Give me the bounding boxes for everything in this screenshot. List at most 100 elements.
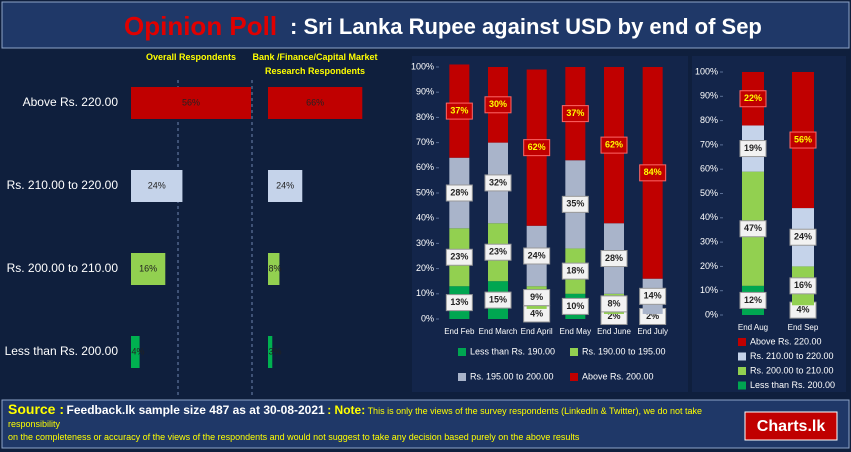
bar bbox=[131, 336, 140, 368]
y-tick-label: 80% bbox=[700, 115, 718, 125]
series-header-box: Overall Respondents bbox=[145, 52, 237, 62]
y-tick-label: 50% bbox=[416, 187, 434, 197]
legend-label: Less than Rs. 200.00 bbox=[750, 380, 835, 390]
header-subtitle: : Sri Lanka Rupee against USD by end of … bbox=[290, 14, 762, 39]
legend-swatch bbox=[458, 348, 466, 356]
source-label: Source : bbox=[8, 403, 65, 417]
value-label: 47% bbox=[744, 223, 762, 233]
value-label: 23% bbox=[450, 252, 468, 262]
x-tick-label: End March bbox=[479, 327, 518, 336]
value-label: 14% bbox=[644, 291, 662, 301]
value-label: 19% bbox=[744, 143, 762, 153]
label-box bbox=[639, 287, 667, 305]
value-label: 37% bbox=[450, 105, 468, 115]
value-label: 24% bbox=[528, 250, 546, 260]
x-tick-label: End July bbox=[637, 327, 668, 336]
value-label: 8% bbox=[607, 298, 620, 308]
value-label: 4% bbox=[131, 346, 144, 356]
legend-label: Less than Rs. 190.00 bbox=[470, 346, 555, 356]
y-tick-label: 10% bbox=[416, 288, 434, 298]
value-label: 56% bbox=[182, 97, 200, 107]
series-header: Bank /Finance/Capital Market Research Re… bbox=[252, 52, 378, 76]
bar bbox=[131, 87, 251, 119]
value-label: 37% bbox=[566, 108, 584, 118]
y-tick-label: 90% bbox=[700, 91, 718, 101]
y-tick-label: 80% bbox=[416, 112, 434, 122]
value-label: 15% bbox=[489, 294, 507, 304]
value-label: 2% bbox=[646, 311, 659, 321]
label-box bbox=[739, 291, 767, 309]
x-tick-label: End Aug bbox=[738, 323, 768, 332]
legend-label: Rs. 200.00 to 210.00 bbox=[750, 365, 834, 375]
note-label: : Note: bbox=[327, 403, 366, 417]
category-label: Rs. 200.00 to 210.00 bbox=[7, 261, 119, 275]
y-tick-label: 0% bbox=[705, 309, 718, 319]
legend-swatch bbox=[570, 373, 578, 381]
y-tick-label: 70% bbox=[700, 139, 718, 149]
y-tick-label: 50% bbox=[700, 188, 718, 198]
label-box bbox=[739, 90, 767, 108]
label-box bbox=[484, 243, 512, 261]
value-label: 84% bbox=[644, 167, 662, 177]
value-label: 18% bbox=[566, 265, 584, 275]
category-label: Rs. 210.00 to 220.00 bbox=[7, 178, 119, 192]
legend-swatch bbox=[570, 348, 578, 356]
note: on the completeness or accuracy of the v… bbox=[8, 432, 580, 442]
y-tick-label: 40% bbox=[416, 213, 434, 223]
value-label: 8% bbox=[268, 263, 281, 273]
value-label: 56% bbox=[794, 134, 812, 144]
label-box bbox=[484, 291, 512, 309]
value-label: 66% bbox=[306, 97, 324, 107]
x-tick-label: End June bbox=[597, 327, 631, 336]
y-tick-label: 30% bbox=[700, 236, 718, 246]
value-label: 62% bbox=[605, 139, 623, 149]
label-box bbox=[523, 139, 551, 157]
label-box bbox=[739, 140, 767, 158]
value-label: 28% bbox=[605, 253, 623, 263]
y-tick-label: 100% bbox=[411, 61, 434, 71]
bar bbox=[131, 170, 183, 202]
label-box bbox=[639, 164, 667, 182]
source: Feedback.lk sample size 487 as at 30-08-… bbox=[66, 403, 325, 417]
value-label: 28% bbox=[450, 187, 468, 197]
bar bbox=[268, 170, 303, 202]
note: This is only the views of the survey res… bbox=[8, 406, 703, 429]
value-label: 10% bbox=[566, 301, 584, 311]
label-box bbox=[600, 250, 628, 268]
label-box bbox=[484, 174, 512, 192]
label-box bbox=[561, 105, 589, 123]
legend-label: Above Rs. 200.00 bbox=[582, 371, 654, 381]
value-label: 4% bbox=[796, 305, 809, 315]
header-title: Opinion Poll bbox=[124, 11, 277, 41]
footer-text: Source : Feedback.lk sample size 487 as … bbox=[8, 403, 703, 442]
y-tick-label: 90% bbox=[416, 87, 434, 97]
y-tick-label: 60% bbox=[416, 162, 434, 172]
bar bbox=[268, 87, 363, 119]
legend-swatch bbox=[738, 381, 746, 390]
y-tick-label: 40% bbox=[700, 212, 718, 222]
label-box bbox=[789, 131, 817, 149]
value-label: 62% bbox=[528, 142, 546, 152]
legend-label: Rs. 210.00 to 220.00 bbox=[750, 351, 834, 361]
bar bbox=[268, 336, 273, 368]
label-box bbox=[739, 220, 767, 238]
value-label: 16% bbox=[139, 263, 157, 273]
category-label: Above Rs. 220.00 bbox=[23, 95, 119, 109]
value-label: 9% bbox=[530, 292, 543, 302]
label-box bbox=[789, 277, 817, 295]
series-header: Overall Respondents bbox=[145, 52, 237, 62]
series-header-box: Bank /Finance/Capital Market Research Re… bbox=[252, 52, 378, 76]
y-tick-label: 0% bbox=[421, 313, 434, 323]
value-label: 23% bbox=[489, 247, 507, 257]
value-label: 3% bbox=[268, 346, 281, 356]
value-label: 2% bbox=[607, 311, 620, 321]
label-box bbox=[600, 136, 628, 154]
value-label: 32% bbox=[489, 177, 507, 187]
x-tick-label: End Sep bbox=[788, 323, 819, 332]
y-tick-label: 30% bbox=[416, 238, 434, 248]
label-box bbox=[445, 294, 473, 312]
footer-bar bbox=[1, 399, 850, 449]
label-box bbox=[600, 295, 628, 313]
legend-swatch bbox=[738, 352, 746, 361]
value-label: 12% bbox=[744, 295, 762, 305]
